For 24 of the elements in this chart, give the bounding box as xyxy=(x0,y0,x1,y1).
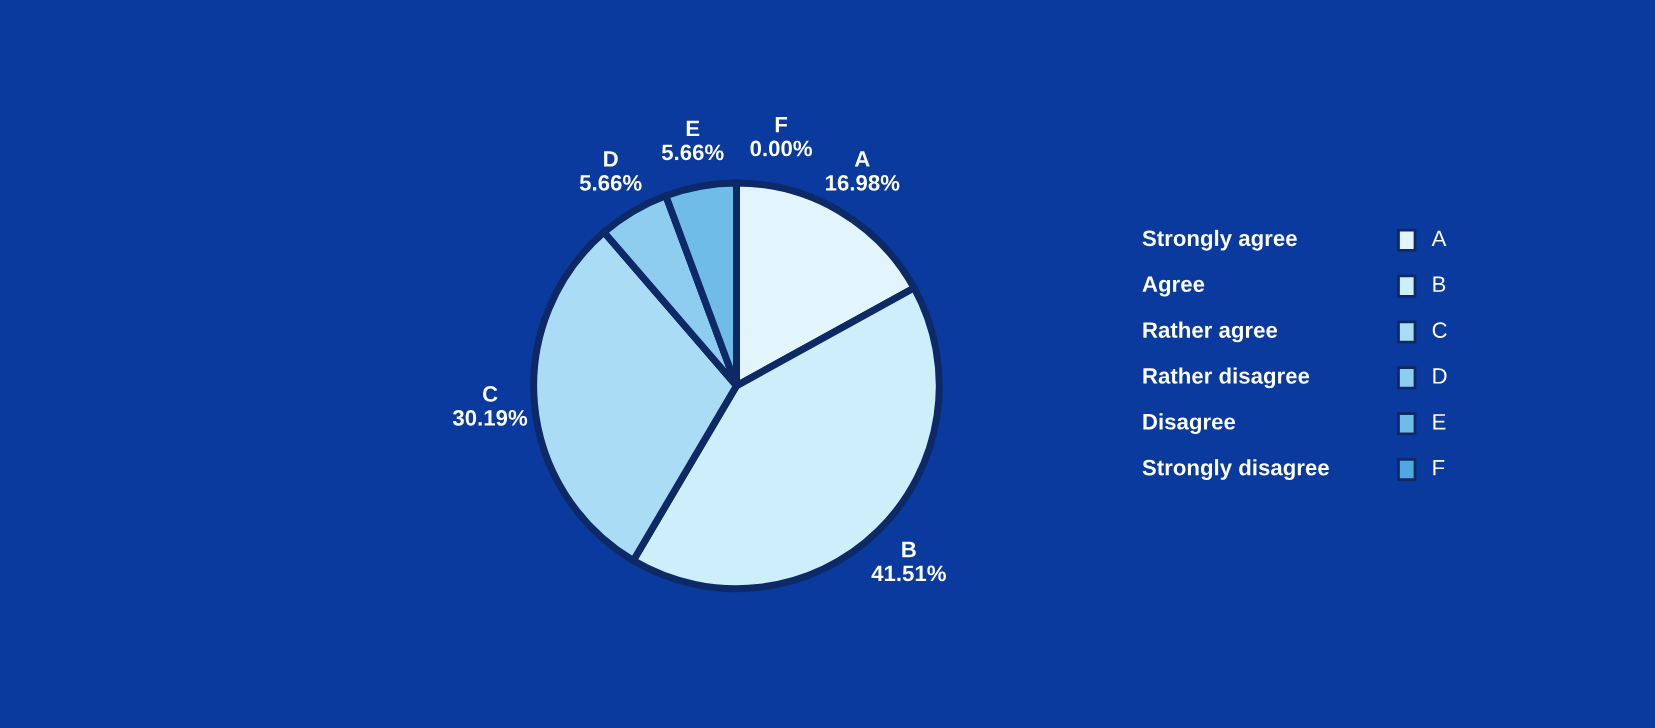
data-label: 5.66% xyxy=(579,175,642,191)
slice-label: C xyxy=(482,386,498,402)
legend-label: C xyxy=(1432,322,1447,338)
category-label: F xyxy=(775,116,788,133)
text: Agree xyxy=(1142,276,1205,297)
data-label: 30.19% xyxy=(452,410,528,426)
data-label: 16.98% xyxy=(826,175,900,191)
slice-label: A xyxy=(854,151,870,167)
legend-label: B xyxy=(1433,276,1446,292)
data-label: 41.51% xyxy=(871,565,946,582)
text: Strongly disagree xyxy=(1142,459,1329,480)
data-label: 5.66% xyxy=(661,144,724,161)
legend-label: D xyxy=(1433,368,1447,384)
text: Rather disagree xyxy=(1143,367,1310,389)
text: Strongly agree xyxy=(1142,229,1297,251)
text: Disagree xyxy=(1143,413,1236,435)
text: Rather agree xyxy=(1143,321,1278,343)
slice-label: D xyxy=(604,151,618,167)
legend-label: E xyxy=(1433,414,1446,430)
legend-label: A xyxy=(1431,230,1447,246)
slice-label: B xyxy=(902,541,916,558)
text: 0.00% xyxy=(750,140,813,157)
slice-label: E xyxy=(686,120,700,137)
legend-label: F xyxy=(1433,460,1445,476)
